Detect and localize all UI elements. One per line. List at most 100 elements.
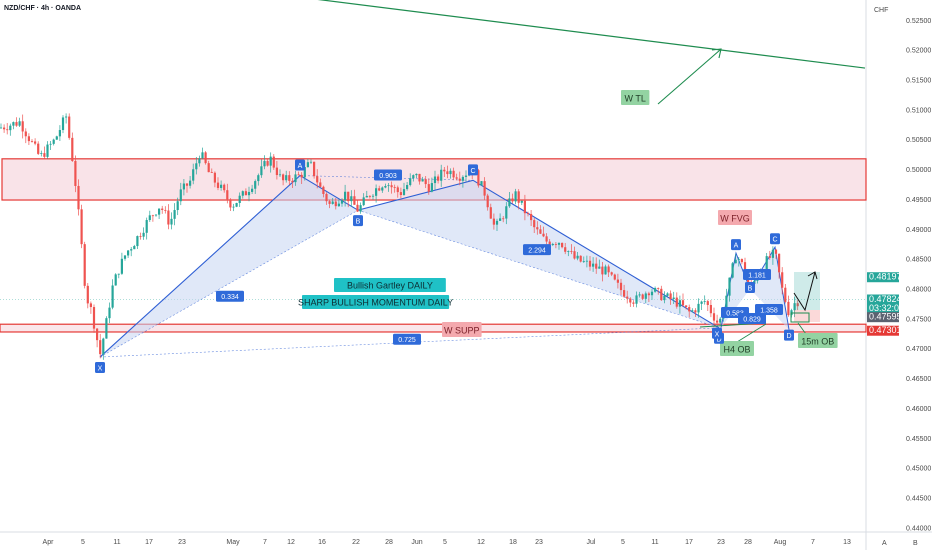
candle-body: [15, 122, 18, 126]
weekly-trendline: [317, 0, 866, 69]
price-marker-high-bg: [867, 272, 899, 283]
candle-body: [657, 288, 660, 289]
candle-body: [167, 210, 170, 225]
candle-body: [340, 200, 344, 204]
candle-body: [557, 242, 561, 245]
price-axis[interactable]: 0.52500 0.52000 0.51500 0.51000 0.50500 0.500…: [906, 18, 931, 533]
plot-area[interactable]: [0, 0, 866, 532]
candle-body: [170, 218, 173, 225]
candle-body: [179, 189, 182, 202]
candle-body: [384, 185, 387, 188]
candle-body: [297, 174, 300, 176]
candle-body: [796, 303, 799, 307]
candle-body: [731, 263, 734, 278]
candle-body: [108, 307, 111, 319]
w-supp-label-text: W SUPP: [444, 325, 480, 335]
candle-body: [61, 117, 65, 131]
candle-body: [263, 161, 266, 167]
x-tick-label: 5: [81, 539, 85, 546]
candle-body: [542, 233, 545, 237]
candle-body: [437, 176, 440, 181]
x-tick-label: 17: [685, 539, 693, 546]
x-tick-label: 23: [178, 539, 186, 546]
candle-body: [68, 116, 71, 138]
candle-body: [489, 207, 492, 219]
candle-body: [89, 303, 92, 308]
candle-body: [241, 191, 244, 196]
auto-scale-button[interactable]: A: [882, 540, 887, 547]
candle-body: [65, 116, 68, 118]
pattern-xab-fill: [100, 175, 358, 358]
price-marker-support-bg: [867, 325, 899, 336]
candle-body: [598, 266, 601, 269]
candle-body: [784, 287, 787, 302]
candle-body: [300, 174, 303, 178]
w-tl-label-text: W TL: [625, 93, 646, 103]
candle-body: [58, 130, 61, 137]
candle-body: [443, 169, 446, 172]
candle-body: [319, 182, 322, 187]
ratio-label-bg: [393, 333, 421, 345]
candle-body: [737, 259, 740, 260]
y-tick-label: 0.51500: [906, 78, 931, 85]
y-tick-label: 0.45500: [906, 436, 931, 443]
candle-body: [415, 173, 418, 176]
x-tick-label: 28: [744, 539, 752, 546]
ratio-label: 0.334: [221, 294, 239, 301]
candle-body: [381, 187, 384, 191]
candle-body: [30, 141, 34, 142]
candle-body: [102, 338, 105, 355]
candle-body: [316, 176, 319, 183]
candle-body: [672, 297, 675, 300]
candle-body: [294, 174, 297, 183]
x-tick-label: Aug: [774, 539, 787, 546]
candle-body: [517, 191, 520, 203]
candle-body: [24, 131, 27, 137]
candle-body: [564, 247, 567, 252]
annotations-layer: W TL W FVG W SUPP Bullish Gartley DAILY SHAR…: [95, 90, 838, 374]
point-label-bg: [295, 159, 305, 171]
y-tick-label: 0.46000: [906, 406, 931, 413]
ratio-label: 0.829: [743, 317, 761, 324]
candle-body: [694, 310, 697, 313]
candle-body: [176, 201, 179, 211]
y-tick-label: 0.52500: [906, 18, 931, 25]
candle-body: [588, 260, 592, 267]
candle-body: [616, 279, 619, 283]
candle-body: [226, 190, 229, 200]
candle-body: [706, 301, 709, 305]
x-tick-label: 11: [113, 539, 120, 546]
candle-body: [210, 172, 213, 173]
log-scale-button[interactable]: B: [913, 540, 918, 547]
time-axis[interactable]: Apr 5 11 17 23 May 7 12 16 22 28 Jun 5 12 18 23 Jul 5 11 17…: [43, 539, 851, 546]
w-fvg-label-bg: [718, 210, 752, 225]
candle-body: [461, 176, 464, 181]
gartley-label-text: Bullish Gartley DAILY: [347, 280, 433, 290]
momentum-label-bg: [302, 295, 450, 309]
candle-body: [533, 220, 536, 228]
ratio-label-bg: [523, 244, 551, 256]
candle-body: [117, 273, 120, 275]
candles-layer: [0, 113, 799, 360]
candle-body: [477, 170, 480, 186]
candle-body: [18, 121, 21, 126]
y-tick-label: 0.48000: [906, 286, 931, 293]
candle-body: [635, 295, 638, 304]
candle-body: [663, 295, 666, 301]
candle-body: [719, 318, 722, 323]
candle-body: [793, 303, 796, 311]
candle-body: [492, 218, 495, 225]
candle-body: [43, 153, 46, 157]
ratio-label: 0.903: [379, 173, 397, 180]
x-tick-label: 23: [535, 539, 543, 546]
candle-body: [368, 195, 371, 197]
candle-body: [626, 296, 629, 299]
candle-body: [660, 288, 663, 301]
candle-body: [561, 242, 564, 248]
pattern-ratio-line: [299, 175, 474, 181]
candle-body: [198, 158, 201, 164]
candle-body: [579, 255, 582, 262]
candle-body: [734, 259, 737, 264]
